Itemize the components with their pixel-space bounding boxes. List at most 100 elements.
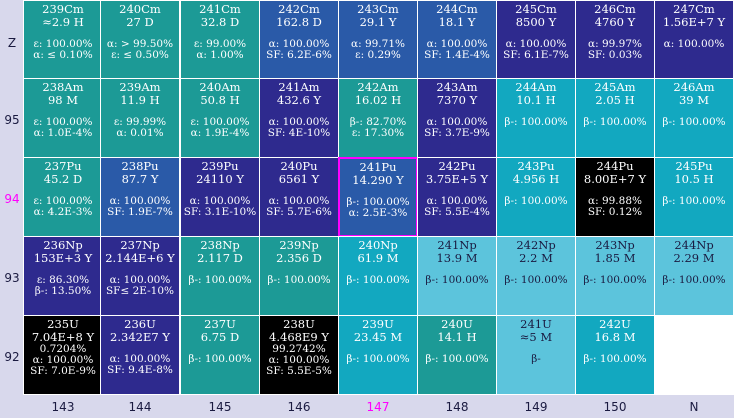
decay-mode: SF: 0.03% xyxy=(587,49,643,61)
nuclide-cell-245cm[interactable]: 245Cm 8500 Y α: 100.00% SF: 6.1E-7% xyxy=(496,0,576,80)
nuclide-cell-242am[interactable]: 242Am 16.02 H β-: 82.70% ε: 17.30% xyxy=(338,78,418,158)
decay-mode: β-: 100.00% xyxy=(504,274,568,286)
nuclide-cell-244am[interactable]: 244Am 10.1 H β-: 100.00% xyxy=(496,78,576,158)
decay-mode: β-: 100.00% xyxy=(346,274,410,286)
nuclide-cell-236u[interactable]: 236U 2.342E7 Y α: 100.00% SF: 9.4E-8% xyxy=(100,315,180,395)
nuclide-cell-243am[interactable]: 243Am 7370 Y α: 100.00% SF: 3.7E-9% xyxy=(417,78,497,158)
nuclide-cell-242cm[interactable]: 242Cm 162.8 D α: 100.00% SF: 6.2E-6% xyxy=(259,0,339,80)
half-life: 61.9 M xyxy=(357,251,399,265)
decay-mode: β-: 100.00% xyxy=(267,274,331,286)
nuclide-cell-236np[interactable]: 236Np 153E+3 Y ε: 86.30% β-: 13.50% xyxy=(23,236,103,316)
nuclide-cell-247cm[interactable]: 247Cm 1.56E+7 Y α: 100.00% xyxy=(654,0,734,80)
half-life: ≈5 M xyxy=(519,330,553,344)
decay-mode: β-: 100.00% xyxy=(188,353,252,365)
x-axis-label: 147 xyxy=(366,400,390,414)
nuclide-cell-237pu[interactable]: 237Pu 45.2 D ε: 100.00% α: 4.2E-3% xyxy=(23,157,103,237)
nuclide-cell-241pu[interactable]: 241Pu 14.290 Y β-: 100.00% α: 2.5E-3% xyxy=(338,157,418,237)
decay-mode: α: 100.00% xyxy=(426,116,488,128)
decay-mode: β-: 100.00% xyxy=(662,195,726,207)
nuclide-cell-238np[interactable]: 238Np 2.117 D β-: 100.00% xyxy=(180,236,260,316)
nuclide-symbol: 237Pu xyxy=(44,159,82,173)
nuclide-cell-242u[interactable]: 242U 16.8 M β-: 100.00% xyxy=(575,315,655,395)
half-life: 29.1 Y xyxy=(359,15,397,29)
decay-mode: α: 4.2E-3% xyxy=(33,206,93,218)
nuclide-symbol: 243Am xyxy=(436,80,478,94)
decay-mode: SF: 3.7E-9% xyxy=(424,127,490,139)
nuclide-cell-243np[interactable]: 243Np 1.85 M β-: 100.00% xyxy=(575,236,655,316)
nuclide-cell-237u[interactable]: 237U 6.75 D β-: 100.00% xyxy=(180,315,260,395)
nuclide-cell-242np[interactable]: 242Np 2.2 M β-: 100.00% xyxy=(496,236,576,316)
nuclide-cell-241am[interactable]: 241Am 432.6 Y α: 100.00% SF: 4E-10% xyxy=(259,78,339,158)
half-life: 3.75E+5 Y xyxy=(425,172,489,186)
decay-mode: SF: 6.2E-6% xyxy=(266,49,332,61)
half-life: 13.9 M xyxy=(436,251,478,265)
half-life: 24110 Y xyxy=(196,172,244,186)
nuclide-cell-245pu[interactable]: 245Pu 10.5 H β-: 100.00% xyxy=(654,157,734,237)
nuclide-symbol: 241Pu xyxy=(359,160,397,174)
y-axis-label: 94 xyxy=(4,192,20,206)
half-life: 14.1 H xyxy=(437,330,477,344)
nuclide-symbol: 239Np xyxy=(279,238,319,252)
decay-mode: SF≤ 2E-10% xyxy=(105,285,175,297)
half-life: 18.1 Y xyxy=(438,15,476,29)
half-life: 7370 Y xyxy=(436,93,478,107)
decay-mode: α: 100.00% xyxy=(109,353,171,365)
y-axis-label: 95 xyxy=(4,113,20,127)
decay-mode: ε: 100.00% xyxy=(33,116,93,128)
nuclide-symbol: 245Cm xyxy=(515,2,557,16)
nuclide-symbol: 239Cm xyxy=(42,2,84,16)
nuclide-cell-241np[interactable]: 241Np 13.9 M β-: 100.00% xyxy=(417,236,497,316)
decay-mode: α: 100.00% xyxy=(109,195,171,207)
nuclide-cell-238u[interactable]: 238U 4.468E9 Y 99.2742% α: 100.00% SF: 5.5E-… xyxy=(259,315,339,395)
nuclide-cell-239am[interactable]: 239Am 11.9 H ε: 99.99% α: 0.01% xyxy=(100,78,180,158)
decay-mode: ε: 100.00% xyxy=(190,116,250,128)
nuclide-symbol: 240Np xyxy=(358,238,398,252)
x-axis-label: 148 xyxy=(445,400,469,414)
decay-mode: α: 1.00% xyxy=(196,49,244,61)
half-life: 8.00E+7 Y xyxy=(583,172,647,186)
half-life: 87.7 Y xyxy=(121,172,159,186)
nuclide-cell-235u[interactable]: 235U 7.04E+8 Y 0.7204% α: 100.00% SF: 7.0E-9… xyxy=(23,315,103,395)
nuclide-cell-241u[interactable]: 241U ≈5 M β- xyxy=(496,315,576,395)
decay-mode: ε: 100.00% xyxy=(33,38,93,50)
x-axis-label: 150 xyxy=(603,400,627,414)
nuclide-cell-239pu[interactable]: 239Pu 24110 Y α: 100.00% SF: 3.1E-10% xyxy=(180,157,260,237)
decay-mode: 0.7204% xyxy=(39,343,87,355)
nuclide-cell-240pu[interactable]: 240Pu 6561 Y α: 100.00% SF: 5.7E-6% xyxy=(259,157,339,237)
nuclide-cell-244cm[interactable]: 244Cm 18.1 Y α: 100.00% SF: 1.4E-4% xyxy=(417,0,497,80)
nuclide-cell-240cm[interactable]: 240Cm 27 D α: > 99.50% ε: ≤ 0.50% xyxy=(100,0,180,80)
nuclide-cell-240am[interactable]: 240Am 50.8 H ε: 100.00% α: 1.9E-4% xyxy=(180,78,260,158)
nuclide-cell-243cm[interactable]: 243Cm 29.1 Y α: 99.71% ε: 0.29% xyxy=(338,0,418,80)
nuclide-cell-243pu[interactable]: 243Pu 4.956 H β-: 100.00% xyxy=(496,157,576,237)
half-life: 50.8 H xyxy=(200,93,240,107)
nuclide-cell-240np[interactable]: 240Np 61.9 M β-: 100.00% xyxy=(338,236,418,316)
nuclide-cell-246cm[interactable]: 246Cm 4760 Y α: 99.97% SF: 0.03% xyxy=(575,0,655,80)
nuclide-cell-240u[interactable]: 240U 14.1 H β-: 100.00% xyxy=(417,315,497,395)
decay-mode: α: 100.00% xyxy=(663,38,725,50)
decay-mode: β-: 100.00% xyxy=(504,116,568,128)
half-life: 16.8 M xyxy=(594,330,636,344)
nuclide-cell-238am[interactable]: 238Am 98 M ε: 100.00% α: 1.0E-4% xyxy=(23,78,103,158)
nuclide-cell-244np[interactable]: 244Np 2.29 M β-: 100.00% xyxy=(654,236,734,316)
nuclide-cell-245am[interactable]: 245Am 2.05 H β-: 100.00% xyxy=(575,78,655,158)
x-axis-label: 149 xyxy=(524,400,548,414)
half-life: 14.290 Y xyxy=(352,173,404,187)
nuclide-symbol: 238Pu xyxy=(121,159,159,173)
nuclide-cell-239cm[interactable]: 239Cm ≈2.9 H ε: 100.00% α: ≤ 0.10% xyxy=(23,0,103,80)
half-life: 1.85 M xyxy=(594,251,636,265)
half-life: 32.8 D xyxy=(200,15,240,29)
nuclide-cell-242pu[interactable]: 242Pu 3.75E+5 Y α: 100.00% SF: 5.5E-4% xyxy=(417,157,497,237)
x-axis-label: 145 xyxy=(208,400,232,414)
y-axis-label: Z xyxy=(7,36,17,50)
nuclide-cell-238pu[interactable]: 238Pu 87.7 Y α: 100.00% SF: 1.9E-7% xyxy=(100,157,180,237)
decay-mode: β-: 100.00% xyxy=(504,195,568,207)
nuclide-cell-237np[interactable]: 237Np 2.144E+6 Y α: 100.00% SF≤ 2E-10% xyxy=(100,236,180,316)
nuclide-cell-244pu[interactable]: 244Pu 8.00E+7 Y α: 99.88% SF: 0.12% xyxy=(575,157,655,237)
nuclide-cell-246am[interactable]: 246Am 39 M β-: 100.00% xyxy=(654,78,734,158)
nuclide-symbol: 244Am xyxy=(515,80,557,94)
decay-mode: α: 1.9E-4% xyxy=(190,127,250,139)
nuclide-cell-239np[interactable]: 239Np 2.356 D β-: 100.00% xyxy=(259,236,339,316)
nuclide-cell-239u[interactable]: 239U 23.45 M β-: 100.00% xyxy=(338,315,418,395)
half-life: 11.9 H xyxy=(120,93,160,107)
nuclide-cell-241cm[interactable]: 241Cm 32.8 D ε: 99.00% α: 1.00% xyxy=(180,0,260,80)
